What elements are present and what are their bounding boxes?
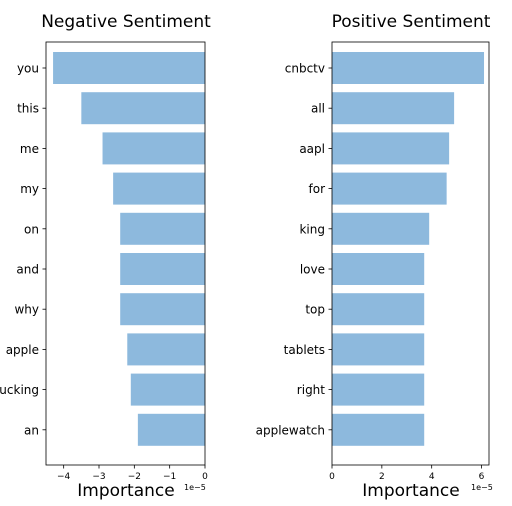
x-tick-label: 6 (479, 472, 485, 482)
x-tick-label: 0 (202, 472, 208, 482)
y-tick-label-king: king (299, 222, 325, 236)
bar-fucking (130, 373, 205, 406)
bar-on (120, 212, 205, 245)
y-tick-label-why: why (14, 303, 39, 317)
bar-tablets (332, 333, 425, 366)
y-tick-label-tablets: tablets (284, 343, 325, 357)
x-tick-label: −3 (92, 472, 105, 482)
negative-sentiment-panel: Negative Sentiment you this me my on and why app… (0, 12, 211, 501)
bar-this (81, 92, 205, 125)
bar-top (332, 293, 425, 326)
bar-an (137, 413, 205, 446)
y-tick-label-aapl: aapl (299, 142, 325, 156)
y-tick-label-an: an (24, 423, 39, 437)
bar-king (332, 212, 430, 245)
positive-x-axis-label: Importance (362, 481, 459, 501)
bar-aapl (332, 132, 450, 165)
y-tick-label-on: on (24, 222, 39, 236)
positive-x-scale-label: 1e−5 (471, 483, 493, 492)
y-tick-label-apple: apple (6, 343, 39, 357)
negative-axes-frame (45, 41, 206, 466)
positive-chart-title: Positive Sentiment (332, 12, 491, 32)
y-tick-label-right: right (297, 383, 325, 397)
x-tick-label: −2 (128, 472, 141, 482)
bar-all (332, 92, 455, 125)
x-tick-label: 2 (379, 472, 385, 482)
bar-apple (127, 333, 205, 366)
bar-for (332, 172, 447, 205)
positive-axes-frame (331, 41, 490, 466)
y-tick-label-love: love (300, 263, 325, 277)
positive-sentiment-panel: Positive Sentiment cnbctv all aapl for king lo… (256, 12, 493, 501)
bar-right (332, 373, 425, 406)
x-tick-label: −4 (57, 472, 71, 482)
bar-me (102, 132, 205, 165)
y-tick-label-fucking: fucking (0, 383, 39, 397)
y-tick-label-applewatch: applewatch (256, 423, 325, 437)
y-tick-label-me: me (20, 142, 39, 156)
bar-and (120, 253, 205, 285)
y-tick-label-you: you (17, 62, 39, 76)
x-tick-label: 4 (429, 472, 435, 482)
negative-chart-title: Negative Sentiment (41, 12, 211, 32)
bar-why (120, 293, 205, 326)
x-tick-label: −1 (163, 472, 176, 482)
negative-x-axis-label: Importance (77, 481, 174, 501)
y-tick-label-this: this (17, 102, 39, 116)
bar-cnbctv (332, 52, 485, 84)
y-tick-label-for: for (309, 182, 326, 196)
y-tick-label-top: top (305, 303, 325, 317)
y-tick-label-all: all (311, 102, 325, 116)
bar-love (332, 253, 425, 285)
negative-x-scale-label: 1e−5 (184, 483, 206, 492)
y-tick-label-and: and (16, 263, 39, 277)
y-tick-label-my: my (20, 182, 39, 196)
bar-my (113, 172, 205, 205)
x-tick-label: 0 (329, 472, 335, 482)
bar-you (53, 52, 205, 84)
y-tick-label-cnbctv: cnbctv (285, 62, 325, 76)
bar-applewatch (332, 413, 425, 446)
